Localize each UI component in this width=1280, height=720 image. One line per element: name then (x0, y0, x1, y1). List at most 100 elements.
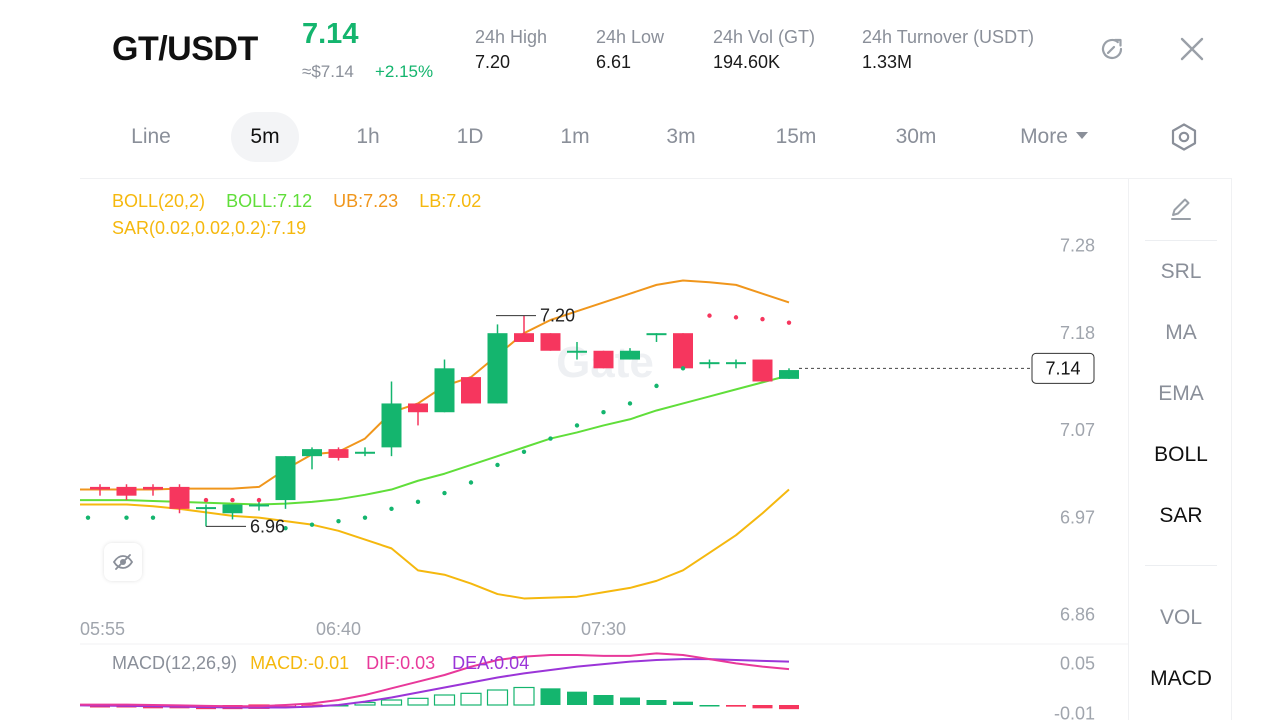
y-axis-tick-label: 7.28 (1060, 235, 1095, 255)
visibility-toggle-button[interactable] (104, 543, 142, 581)
macd-histogram-bar (513, 686, 535, 706)
y-axis-tick-label: 6.86 (1060, 604, 1095, 624)
sar-value: SAR(0.02,0.02,0.2):7.19 (112, 218, 307, 238)
y-axis-tick-label: 6.97 (1060, 508, 1095, 528)
candle-down (328, 449, 349, 458)
sar-dot (627, 401, 633, 406)
macd-histogram-bar (620, 697, 640, 705)
tab-30m[interactable]: 30m (895, 125, 937, 148)
hexagon-settings-icon[interactable] (1168, 121, 1200, 153)
sar-dot (521, 449, 527, 454)
candle-down (461, 377, 481, 404)
stat-value: 6.61 (596, 52, 632, 72)
tab-1h[interactable]: 1h (356, 125, 380, 148)
indicator-side-panel: SRL MA EMA BOLL SAR VOL MACD (1128, 178, 1232, 720)
sar-legend: SAR(0.02,0.02,0.2):7.19 (112, 218, 322, 239)
boll-ub-value: UB:7.23 (333, 191, 399, 211)
candle-up (620, 350, 640, 360)
candle-up (381, 403, 402, 448)
chart-area[interactable]: Gate7.287.187.076.976.8605:5506:4007:307… (80, 178, 1128, 720)
candle-up (302, 449, 322, 457)
sar-dot (230, 497, 235, 503)
tab-1m[interactable]: 1m (560, 125, 590, 148)
macd-histogram-bar (567, 691, 587, 705)
dea-line (80, 658, 790, 709)
stat-value: 7.20 (475, 52, 511, 72)
sar-dot (733, 315, 739, 320)
caret-down-icon (1075, 132, 1088, 140)
boll-mid-value: BOLL:7.12 (226, 191, 313, 211)
chart-canvas[interactable]: Gate7.287.187.076.976.8605:5506:4007:307… (80, 179, 1128, 720)
tab-5m[interactable]: 5m (231, 112, 299, 162)
candle-down (673, 333, 693, 369)
stat-24h-high: 24h High 7.20 (475, 27, 547, 73)
indicator-ema[interactable]: EMA (1158, 382, 1204, 405)
sar-dot (574, 423, 580, 428)
macd-histogram-bar (486, 689, 509, 706)
sar-dot (548, 436, 553, 441)
stat-label: 24h Low (596, 27, 665, 47)
boll-legend: BOLL(20,2) BOLL:7.12 UB:7.23 LB:7.02 (112, 191, 497, 212)
boll-name: BOLL(20,2) (112, 191, 206, 211)
candle-down (752, 359, 773, 382)
macd-histogram-bar (433, 694, 456, 706)
timeframe-tabs: Line 5m 1h 1D 1m 3m 15m 30m More (0, 112, 1280, 162)
boll-mid-line (80, 374, 790, 506)
x-axis-tick-label: 07:30 (581, 619, 626, 639)
indicator-boll[interactable]: BOLL (1154, 443, 1208, 466)
indicator-vol[interactable]: VOL (1159, 606, 1203, 629)
sar-dot (760, 316, 765, 322)
stat-24h-low: 24h Low 6.61 (596, 27, 664, 73)
sar-dot (336, 518, 341, 524)
tab-1d[interactable]: 1D (456, 125, 484, 148)
sar-dot (601, 410, 606, 415)
macd-histogram-bar (699, 705, 720, 707)
change-percent: +2.15% (375, 62, 434, 81)
high-marker-label: 7.20 (540, 306, 575, 326)
indicator-sar[interactable]: SAR (1159, 504, 1203, 527)
stat-24h-vol: 24h Vol (GT) 194.60K (713, 27, 815, 73)
usd-approx-price: ≈$7.14 (302, 62, 354, 81)
pencil-icon[interactable] (1167, 195, 1195, 223)
header: GT/USDT 7.14 ≈$7.14 +2.15% 24h High 7.20… (0, 0, 1280, 100)
dif-value: DIF:0.03 (366, 653, 436, 673)
tab-more[interactable]: More (1004, 112, 1104, 162)
sar-dot (680, 366, 686, 371)
tab-more-label: More (1020, 125, 1068, 148)
sar-dot (415, 499, 421, 505)
close-icon[interactable] (1177, 34, 1207, 64)
sar-dot (362, 515, 368, 520)
candle-up (275, 456, 296, 501)
macd-histogram-bar (673, 701, 693, 705)
stat-label: 24h High (475, 27, 548, 47)
indicator-ma[interactable]: MA (1165, 321, 1197, 344)
sar-dot (495, 462, 500, 468)
macd-axis-tick-label: -0.01 (1054, 703, 1095, 720)
boll-lb-value: LB:7.02 (419, 191, 482, 211)
sar-dot (786, 320, 792, 325)
sar-dot (177, 497, 182, 503)
candle-up (487, 333, 508, 404)
candle-up (222, 504, 243, 514)
indicator-srl[interactable]: SRL (1160, 260, 1202, 283)
tab-line[interactable]: Line (131, 125, 171, 148)
current-price-label: 7.14 (1045, 358, 1080, 378)
sar-dot (389, 506, 394, 512)
macd-axis-tick-label: 0.05 (1060, 653, 1095, 673)
dif-line (80, 652, 790, 708)
tab-15m[interactable]: 15m (775, 125, 817, 148)
candle-down (116, 486, 137, 496)
sar-dot (85, 515, 91, 520)
indicator-macd[interactable]: MACD (1150, 667, 1212, 690)
current-price-box (1031, 352, 1095, 384)
x-axis-tick-label: 05:55 (80, 619, 125, 639)
dea-value: DEA:0.04 (452, 653, 530, 673)
low-marker-label: 6.96 (250, 516, 285, 536)
candle-up (646, 333, 667, 336)
candle-up (249, 504, 269, 507)
refresh-icon[interactable] (1097, 34, 1127, 64)
tab-3m[interactable]: 3m (666, 125, 696, 148)
sar-dot (150, 515, 156, 520)
macd-legend: MACD(12,26,9) MACD:-0.01 DIF:0.03 DEA:0.… (112, 653, 545, 674)
sar-dot (203, 497, 209, 503)
